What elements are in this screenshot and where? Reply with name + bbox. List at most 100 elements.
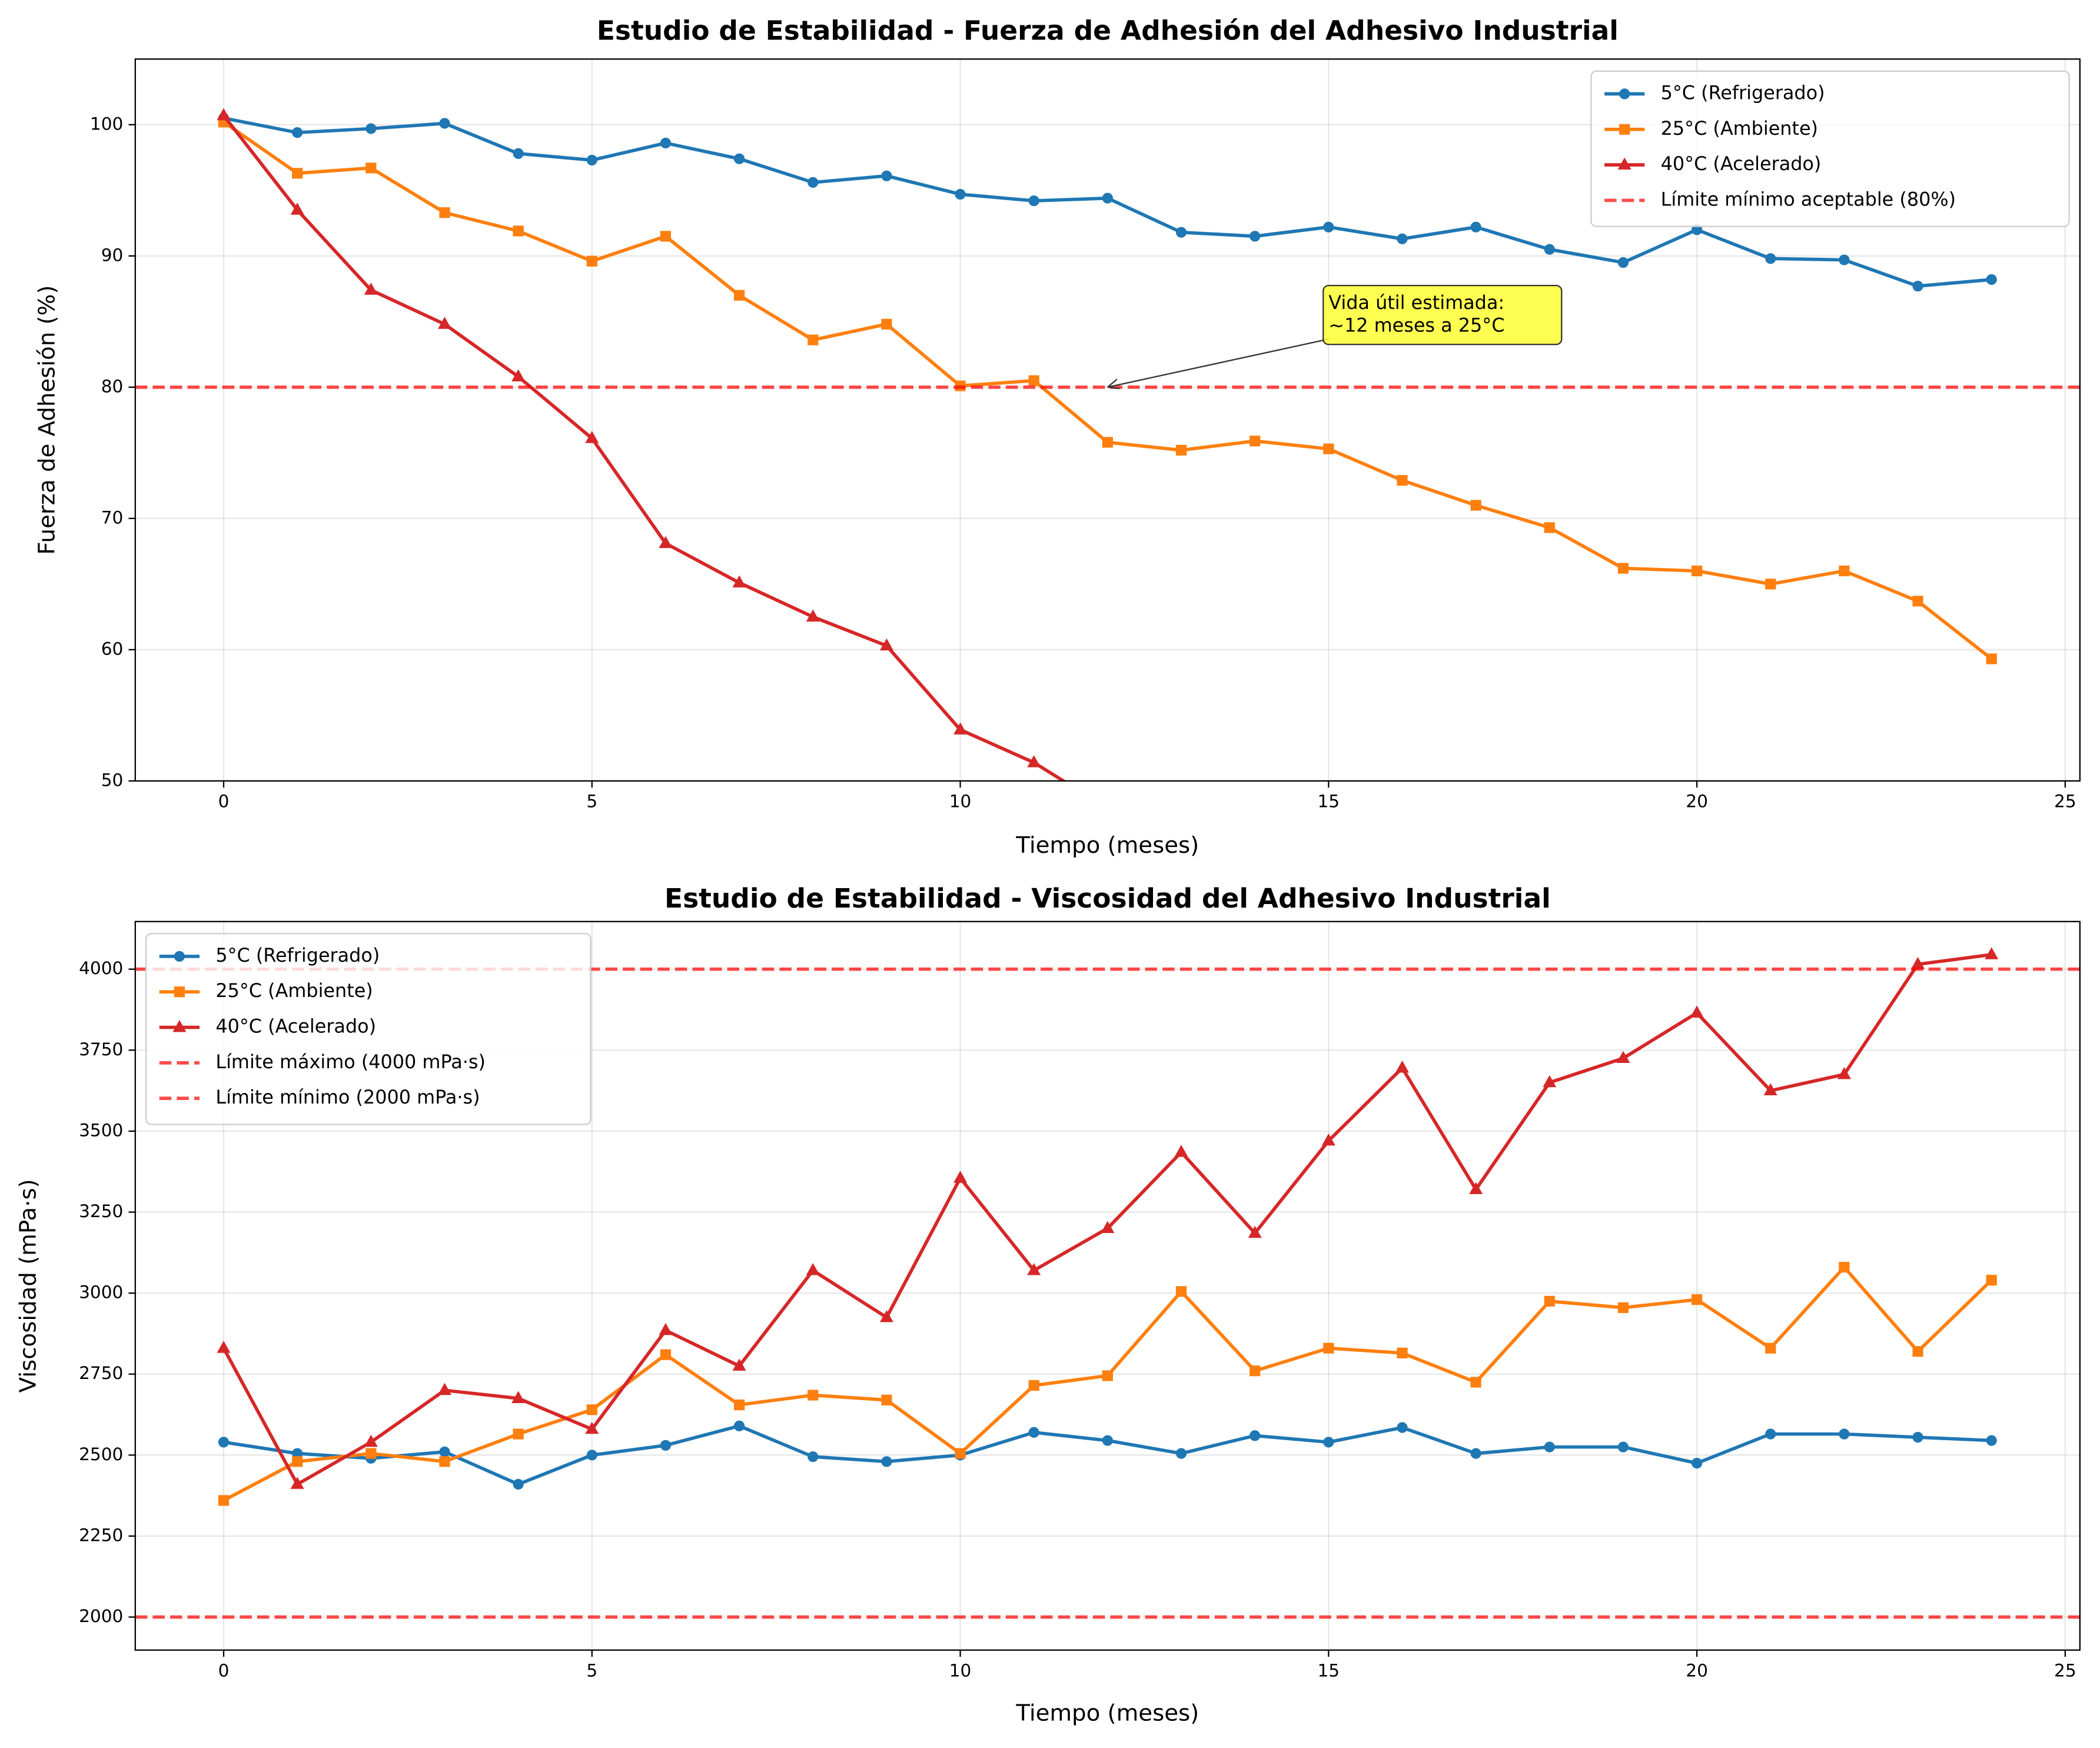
plot-frame xyxy=(134,58,2081,782)
marker xyxy=(1397,475,1408,486)
y-tick-label: 3000 xyxy=(79,1282,123,1302)
marker xyxy=(511,1391,526,1403)
marker xyxy=(881,1456,892,1467)
marker xyxy=(953,722,968,735)
legend-label: 40°C (Acelerado) xyxy=(215,1015,376,1038)
marker xyxy=(955,1448,966,1459)
marker xyxy=(1102,437,1113,448)
x-axis-label: Tiempo (meses) xyxy=(1015,832,1199,859)
marker xyxy=(437,1383,451,1395)
y-tick-label: 3250 xyxy=(79,1201,123,1221)
plot-area xyxy=(135,947,2080,1619)
marker xyxy=(513,225,524,237)
marker xyxy=(217,108,231,121)
y-tick-label: 2000 xyxy=(79,1606,123,1626)
marker xyxy=(1617,563,1629,574)
marker xyxy=(879,638,893,651)
marker xyxy=(290,1477,304,1489)
x-tick-label: 25 xyxy=(2054,792,2076,812)
marker xyxy=(292,127,303,138)
marker xyxy=(1617,1441,1629,1453)
marker xyxy=(217,1341,231,1353)
marker xyxy=(808,1451,819,1463)
legend-box xyxy=(1590,70,2070,227)
marker xyxy=(733,1399,745,1411)
x-tick-label: 0 xyxy=(218,792,230,812)
marker xyxy=(439,118,450,129)
marker xyxy=(1250,436,1261,447)
marker xyxy=(1028,195,1039,207)
marker xyxy=(364,283,378,295)
annotation-box xyxy=(1323,285,1563,345)
marker xyxy=(1321,1133,1335,1146)
marker xyxy=(1102,1435,1113,1446)
x-tick-label: 15 xyxy=(1317,792,1340,812)
marker xyxy=(953,1171,968,1183)
marker xyxy=(439,207,450,218)
x-tick-label: 20 xyxy=(1686,1661,1708,1681)
marker xyxy=(292,1456,303,1467)
marker xyxy=(586,154,597,166)
marker xyxy=(806,1263,820,1275)
legend-marker xyxy=(1619,88,1630,99)
marker xyxy=(1912,596,1923,607)
chart-title: Estudio de Estabilidad - Fuerza de Adhes… xyxy=(597,15,1619,46)
legend-marker xyxy=(172,1019,187,1032)
marker xyxy=(365,1448,377,1459)
marker xyxy=(1101,1221,1115,1233)
legend-label: 40°C (Acelerado) xyxy=(1661,152,1822,175)
y-tick-label: 80 xyxy=(101,376,124,396)
marker xyxy=(586,1404,597,1415)
y-tick-label: 100 xyxy=(90,114,123,134)
legend-marker xyxy=(174,986,185,998)
y-axis-label: Fuerza de Adhesión (%) xyxy=(34,285,60,555)
marker xyxy=(1323,1342,1334,1354)
marker xyxy=(1691,565,1703,577)
marker xyxy=(586,255,597,267)
y-tick-label: 90 xyxy=(101,245,124,265)
marker xyxy=(292,168,303,179)
plot-frame xyxy=(134,920,2081,1651)
marker xyxy=(1985,947,1999,959)
marker xyxy=(513,1478,524,1490)
marker xyxy=(1543,1075,1557,1088)
marker xyxy=(1395,1060,1409,1073)
x-tick-label: 20 xyxy=(1686,792,1708,812)
marker xyxy=(1986,653,1997,664)
marker xyxy=(1028,375,1039,386)
marker xyxy=(1397,1347,1408,1359)
legend-marker xyxy=(1619,124,1630,135)
marker xyxy=(513,1428,524,1440)
marker xyxy=(585,1421,599,1434)
marker xyxy=(1175,444,1187,456)
marker xyxy=(732,1358,746,1371)
y-tick-label: 70 xyxy=(101,507,124,527)
marker xyxy=(955,188,966,200)
marker xyxy=(1397,1422,1408,1433)
legend: 5°C (Refrigerado) 25°C (Ambiente) 40°C (Ac… xyxy=(1590,70,2070,227)
marker xyxy=(1912,281,1923,292)
marker xyxy=(585,431,599,443)
plot-area xyxy=(135,108,2080,781)
x-tick-label: 5 xyxy=(586,1661,597,1681)
marker xyxy=(1986,1274,1997,1286)
legend-label: 5°C (Refrigerado) xyxy=(1661,82,1825,104)
y-tick-label: 3750 xyxy=(79,1039,123,1059)
marker xyxy=(1323,221,1334,232)
marker xyxy=(437,317,451,329)
marker xyxy=(1839,254,1850,265)
axes: Estudio de Estabilidad - Viscosidad del … xyxy=(15,883,2081,1726)
marker xyxy=(1248,1225,1262,1238)
marker xyxy=(881,318,892,330)
marker xyxy=(1986,274,1997,285)
marker xyxy=(1027,1263,1041,1275)
marker xyxy=(439,1446,450,1457)
marker xyxy=(1250,1365,1261,1377)
marker xyxy=(1765,1342,1776,1354)
marker xyxy=(439,1456,450,1467)
annotation-line: ~12 meses a 25°C xyxy=(1328,314,1504,337)
marker xyxy=(1765,579,1776,590)
marker xyxy=(1837,1067,1851,1079)
marker xyxy=(1027,755,1041,767)
